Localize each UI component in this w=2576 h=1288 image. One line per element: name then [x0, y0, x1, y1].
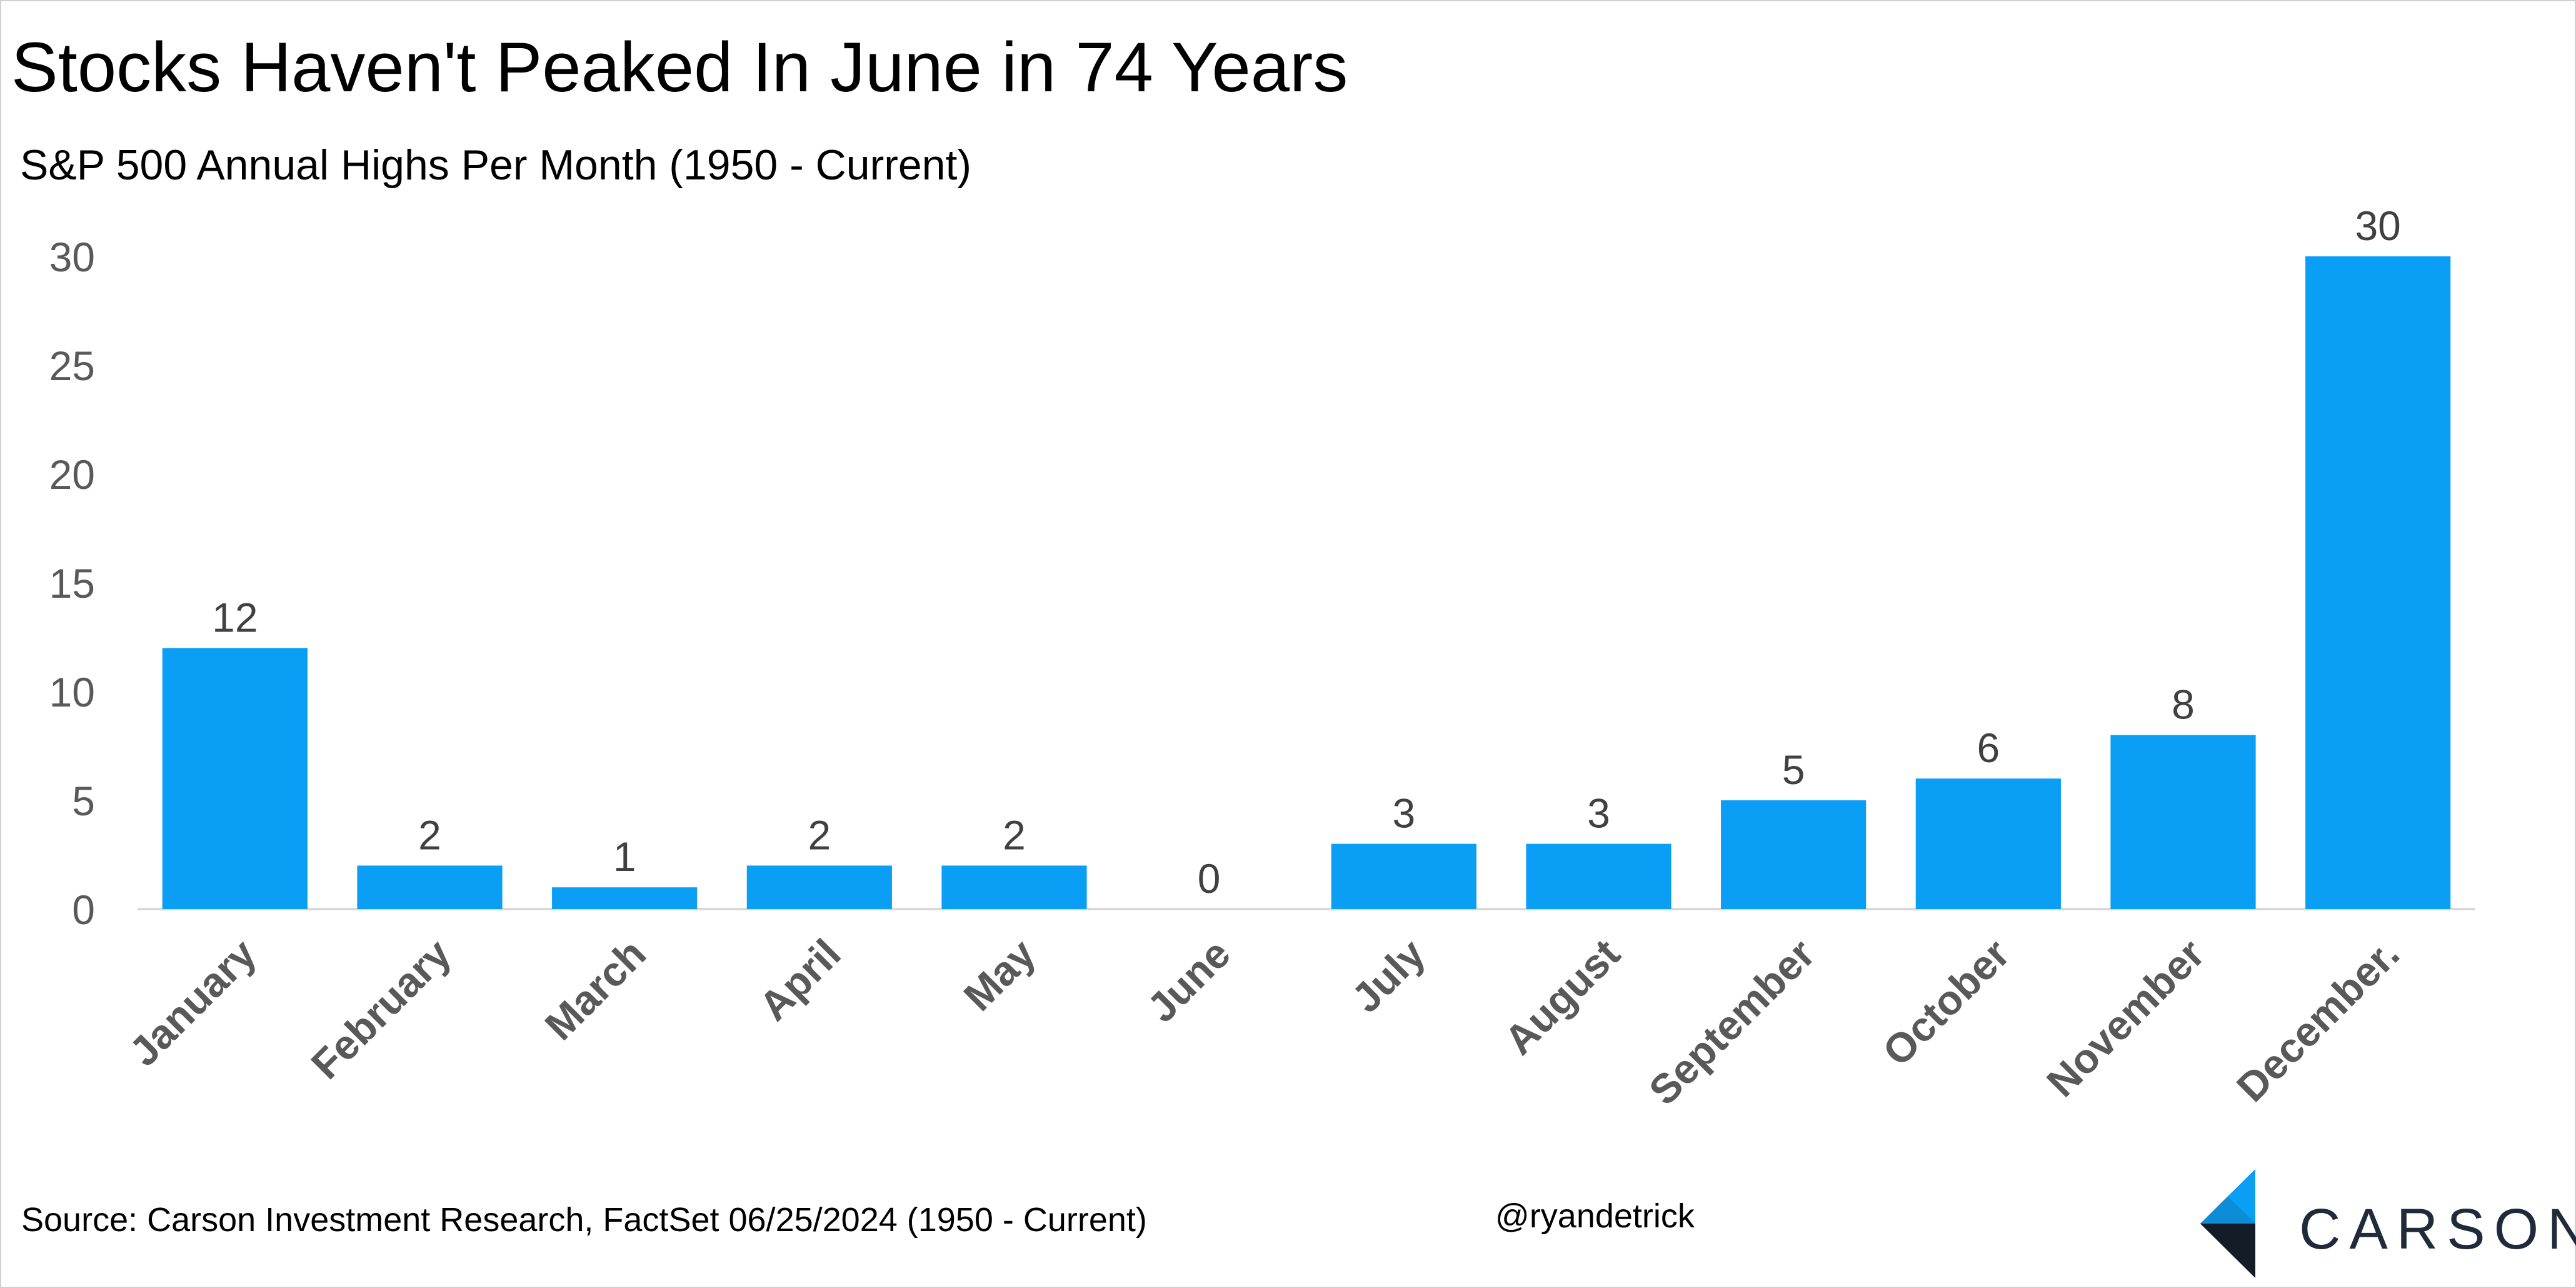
bar	[1331, 843, 1476, 909]
x-tick-label: August	[1495, 930, 1628, 1064]
bar	[162, 648, 308, 909]
x-tick-label: May	[955, 930, 1044, 1019]
data-label: 5	[1782, 747, 1805, 793]
y-tick-label: 5	[72, 778, 95, 824]
data-label: 3	[1392, 790, 1415, 837]
bar	[1526, 843, 1671, 909]
y-tick-label: 25	[49, 343, 95, 389]
y-tick-label: 15	[49, 560, 95, 606]
data-label: 2	[808, 812, 831, 858]
bar	[1721, 800, 1867, 909]
bar	[552, 887, 698, 909]
chart-title: Stocks Haven't Peaked In June in 74 Year…	[11, 28, 1348, 106]
data-label: 0	[1198, 855, 1221, 902]
x-tick-label: April	[750, 930, 849, 1030]
data-label: 3	[1587, 790, 1610, 837]
carson-logo: CARSON	[2200, 1164, 2576, 1283]
author-handle: @ryandetrick	[1495, 1197, 1695, 1235]
x-tick-label: November	[2038, 930, 2213, 1106]
x-tick-label: January	[120, 930, 265, 1075]
x-tick-label: June	[1138, 930, 1239, 1031]
x-tick-label: September	[1640, 930, 1824, 1114]
carson-logo-text: CARSON	[2299, 1197, 2576, 1261]
data-label: 30	[2355, 203, 2400, 249]
y-tick-label: 30	[49, 234, 95, 280]
y-tick-label: 10	[49, 669, 95, 715]
x-tick-label: March	[536, 930, 654, 1049]
data-label: 8	[2172, 682, 2195, 728]
bar	[357, 865, 503, 909]
data-label: 6	[1977, 725, 2000, 771]
bar	[1915, 778, 2061, 909]
x-tick-label: February	[302, 930, 459, 1087]
source-note: Source: Carson Investment Research, Fact…	[21, 1201, 1147, 1239]
data-label: 2	[418, 812, 441, 858]
x-tick-label: October	[1873, 930, 2018, 1075]
chart-subtitle: S&P 500 Annual Highs Per Month (1950 - C…	[20, 141, 972, 189]
bar	[2305, 256, 2451, 909]
x-tick-label: July	[1343, 930, 1434, 1021]
carson-logo-mark-icon	[2200, 1169, 2255, 1278]
bar	[746, 865, 892, 909]
y-tick-label: 0	[72, 887, 95, 933]
data-label: 12	[212, 594, 258, 640]
data-label: 2	[1003, 812, 1026, 858]
bar	[941, 865, 1087, 909]
x-tick-label: December.	[2228, 930, 2408, 1110]
data-label: 1	[613, 833, 636, 880]
y-tick-label: 20	[49, 451, 95, 498]
bar	[2110, 735, 2256, 909]
